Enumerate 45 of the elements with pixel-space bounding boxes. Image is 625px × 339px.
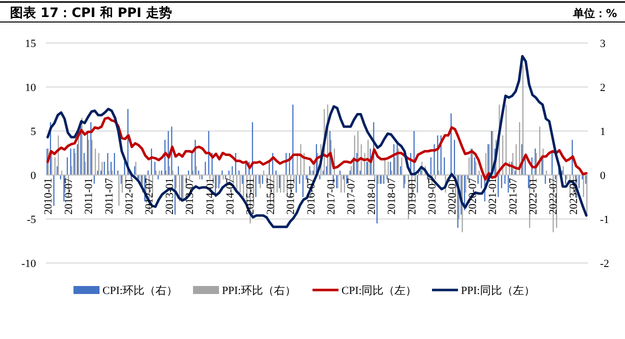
x-tick-label: 2013-01 [164,178,176,215]
y-tick-label: -5 [26,214,36,226]
y2-tick-label: -2 [600,258,610,270]
legend-label: CPI:环比（右） [102,284,178,297]
y2-tick-label: 0 [600,170,606,182]
x-tick-label: 2012-07 [144,178,156,215]
legend-label: CPI:同比（左） [342,284,417,297]
y-tick-label: 10 [25,82,36,94]
x-tick-label: 2010-01 [42,178,55,215]
x-tick-label: 2019-07 [426,178,438,215]
x-tick-label: 2020-01 [446,178,459,215]
x-tick-label: 2021-07 [507,178,520,215]
x-tick-label: 2011-07 [103,178,116,214]
x-tick-label: 2017-07 [346,178,358,215]
legend-label: PPI:同比（左） [461,284,535,297]
x-tick-label: 2017-01 [325,178,338,215]
x-tick-label: 2016-01 [285,178,298,215]
x-tick-label: 2016-07 [305,178,318,215]
y-tick-label: 5 [30,126,36,138]
x-tick-label: 2012-01 [123,178,136,215]
x-tick-label: 2019-01 [406,178,418,215]
y-tick-label: 15 [25,38,36,50]
x-tick-label: 2010-07 [62,178,75,215]
x-tick-label: 2011-01 [83,178,96,214]
y2-tick-label: 3 [600,38,606,50]
y2-tick-label: -1 [600,214,610,226]
x-tick-label: 2018-07 [386,178,398,215]
x-tick-label: 2014-07 [224,178,236,215]
x-tick-label: 2022-07 [548,178,560,215]
x-tick-label: 2022-01 [527,178,540,215]
x-tick-label: 2015-01 [244,178,257,215]
x-tick-label: 2013-07 [184,178,196,215]
legend-label: PPI:环比（右） [222,284,296,297]
x-tick-label: 2020-07 [466,178,479,215]
x-tick-label: 2021-01 [487,178,500,215]
text: 单位：% [572,7,617,20]
x-tick-label: 2018-01 [366,178,378,215]
x-tick-label: 2015-07 [264,178,277,215]
y-tick-label: -10 [21,258,36,270]
y2-tick-label: 1 [600,126,606,138]
y2-tick-label: 2 [600,82,606,94]
x-tick-label: 2023-01 [568,178,580,215]
x-tick-label: 2014-01 [204,178,216,215]
chart-title: 图表 17：CPI 和 PPI 走势 [10,5,172,21]
y-tick-label: 0 [30,170,36,182]
